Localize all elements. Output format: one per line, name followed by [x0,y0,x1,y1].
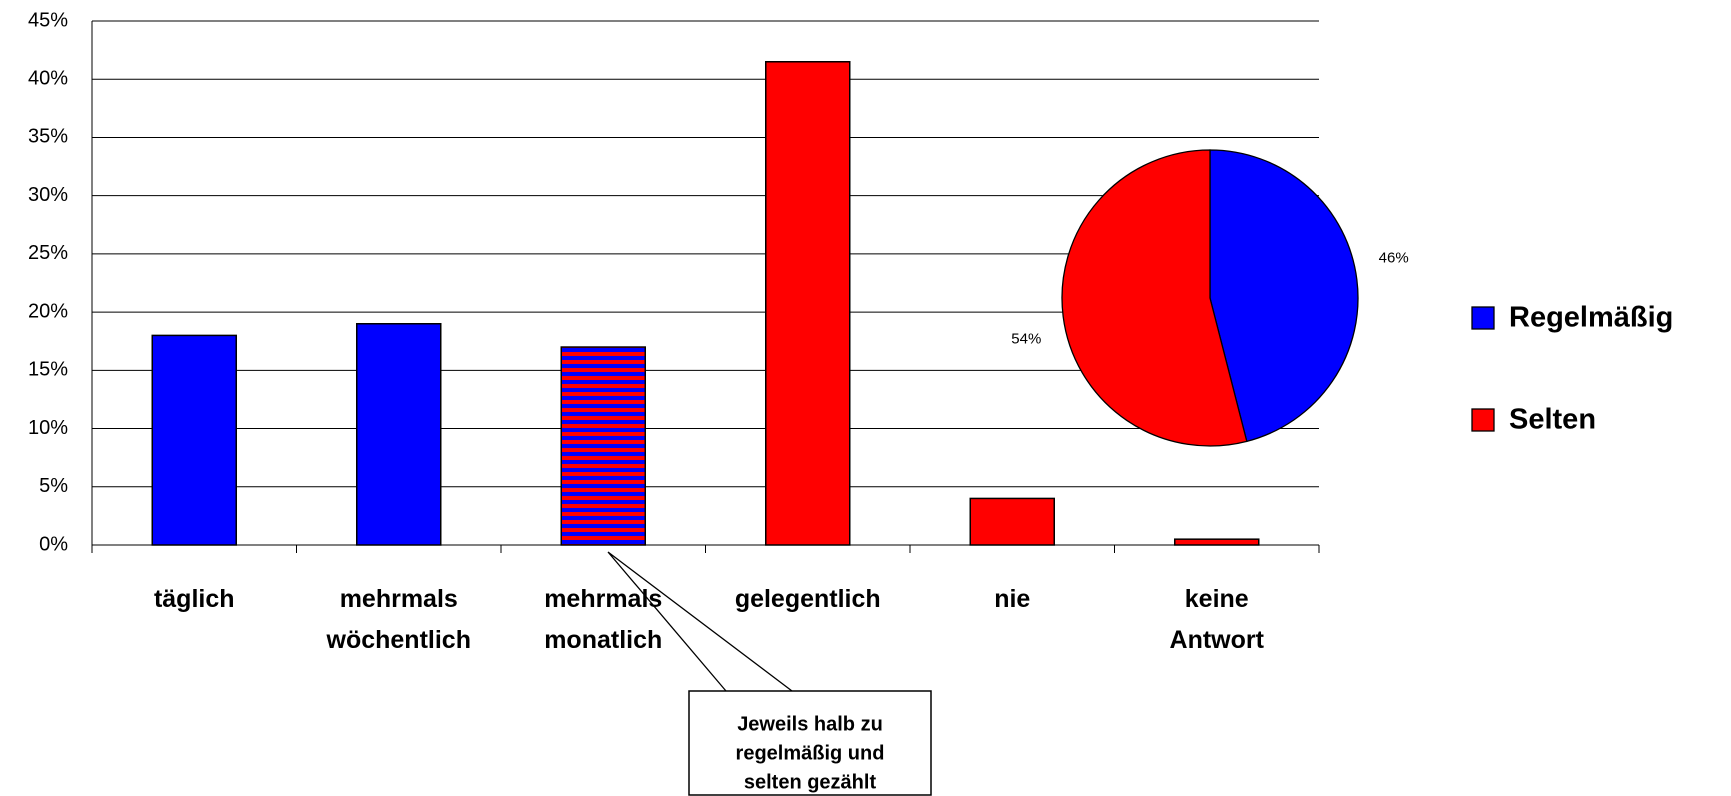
x-tick-label: keine Antwort [1170,585,1265,654]
y-tick-label: 45% [28,9,68,31]
annotation: Jeweils halb zu [737,713,883,735]
legend-swatch [1471,306,1495,330]
bar [151,334,237,546]
callout-pointer [607,551,793,692]
bar [1174,538,1260,546]
x-tick-label: mehrmals monatlich [544,585,662,654]
callout-box [688,690,932,796]
bar [765,61,851,546]
x-tick-label: nie [994,585,1030,613]
x-tick-label: mehrmals wöchentlich [326,585,471,654]
y-tick-label: 20% [28,300,68,322]
x-tick-label: täglich [154,585,235,613]
pie-slice [1209,149,1359,443]
annotation: selten gezählt [744,771,877,793]
bar [356,323,442,546]
pie-label: 54% [1011,330,1041,347]
bar [969,497,1055,546]
y-tick-label: 40% [28,68,68,90]
x-tick-label: gelegentlich [735,585,881,613]
annotation: regelmäßig und [736,742,885,764]
y-tick-label: 10% [28,417,68,439]
legend-label: Regelmäßig [1509,302,1673,334]
y-tick-label: 25% [28,242,68,264]
y-tick-label: 30% [28,184,68,206]
y-tick-label: 0% [39,533,68,555]
legend-label: Selten [1509,404,1596,436]
y-tick-label: 35% [28,126,68,148]
pie-slice [1061,149,1248,447]
pie-label: 46% [1379,250,1409,267]
y-tick-label: 5% [39,475,68,497]
legend-swatch [1471,408,1495,432]
y-tick-label: 15% [28,359,68,381]
bar [560,346,646,546]
